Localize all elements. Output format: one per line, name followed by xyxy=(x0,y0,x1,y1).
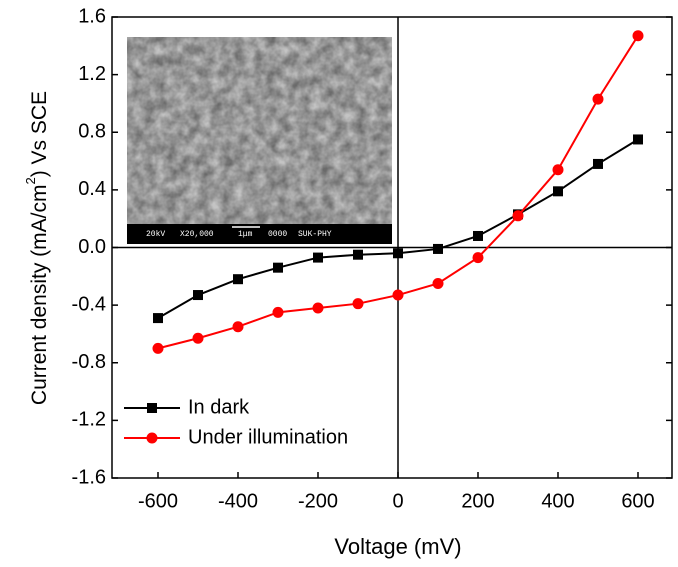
x-tick-label: 200 xyxy=(461,490,494,512)
legend-label: Under illumination xyxy=(188,426,348,448)
marker xyxy=(193,290,203,300)
y-tick-label: 0.4 xyxy=(78,178,106,200)
marker xyxy=(393,248,403,258)
x-tick-label: -200 xyxy=(298,490,338,512)
marker xyxy=(233,274,243,284)
x-tick-label: -400 xyxy=(218,490,258,512)
marker xyxy=(593,159,603,169)
inset-image: 20kV X20,000 1μm 0000 SUK-PHY xyxy=(127,37,392,244)
y-tick-label: 0.0 xyxy=(78,236,106,258)
y-tick-label: -1.2 xyxy=(72,409,106,431)
x-axis-label: Voltage (mV) xyxy=(334,534,461,559)
marker xyxy=(273,307,284,318)
marker xyxy=(193,333,204,344)
y-tick-label: -0.8 xyxy=(72,351,106,373)
marker xyxy=(513,210,524,221)
marker xyxy=(553,164,564,175)
marker xyxy=(233,321,244,332)
y-tick-label: 0.8 xyxy=(78,121,106,143)
marker xyxy=(633,134,643,144)
x-tick-label: 400 xyxy=(541,490,574,512)
x-tick-label: 600 xyxy=(621,490,654,512)
marker xyxy=(393,290,404,301)
marker xyxy=(353,250,363,260)
x-tick-label: 0 xyxy=(392,490,403,512)
y-tick-label: 1.6 xyxy=(78,5,106,27)
marker xyxy=(473,231,483,241)
marker xyxy=(353,298,364,309)
legend-marker xyxy=(147,433,158,444)
marker xyxy=(153,343,164,354)
legend-item: In dark xyxy=(124,396,250,418)
marker xyxy=(273,263,283,273)
marker xyxy=(433,244,443,254)
y-tick-label: -1.6 xyxy=(72,466,106,488)
marker xyxy=(553,186,563,196)
y-tick-label: 1.2 xyxy=(78,63,106,85)
x-tick-label: -600 xyxy=(138,490,178,512)
inset-text: SUK-PHY xyxy=(298,230,332,239)
marker xyxy=(593,94,604,105)
inset-text: X20,000 xyxy=(180,230,214,239)
legend-marker xyxy=(147,403,157,413)
legend-label: In dark xyxy=(188,396,250,418)
inset-text: 20kV xyxy=(146,230,165,239)
chart: 20kV X20,000 1μm 0000 SUK-PHY Voltage (m… xyxy=(0,0,678,562)
y-axis-label: Current density (mA/cm2) Vs SCE xyxy=(23,91,50,405)
marker xyxy=(153,313,163,323)
legend-item: Under illumination xyxy=(124,426,348,448)
marker xyxy=(633,30,644,41)
inset-text: 0000 xyxy=(268,230,287,239)
marker xyxy=(433,278,444,289)
marker xyxy=(473,252,484,263)
marker xyxy=(313,303,324,314)
marker xyxy=(313,253,323,263)
y-tick-label: -0.4 xyxy=(72,293,106,315)
inset-text: 1μm xyxy=(238,230,253,239)
